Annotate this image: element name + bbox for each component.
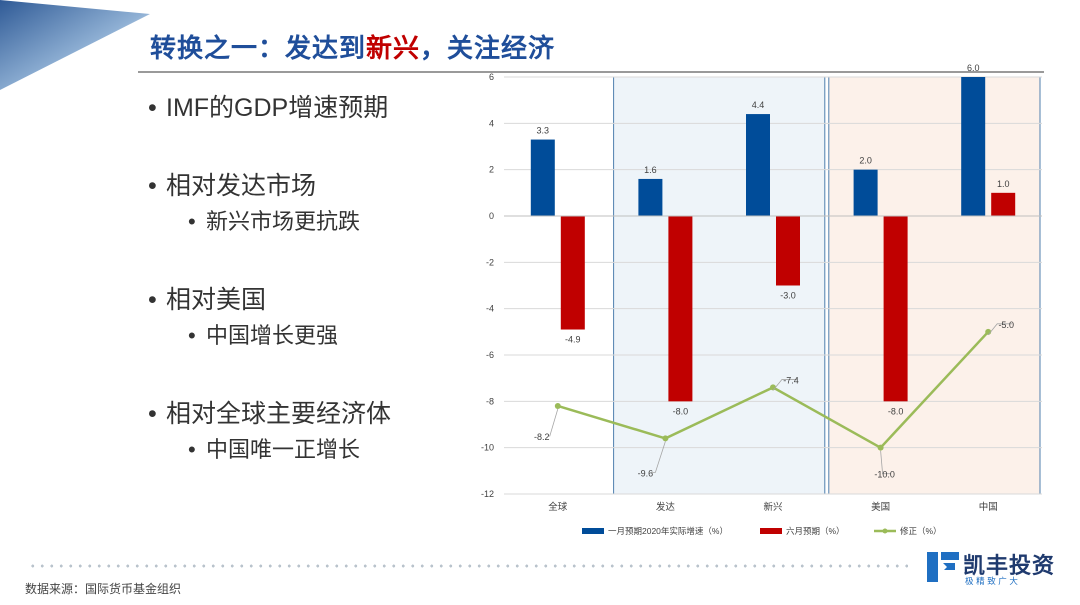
x-tick-label: 美国	[871, 501, 890, 513]
revision-leader	[987, 323, 1013, 336]
data-label-rev: -7.4	[783, 375, 799, 385]
y-tick-label: -2	[486, 257, 494, 267]
data-label-rev: -5.0	[998, 320, 1014, 330]
data-label-jan: 3.3	[537, 126, 550, 136]
y-tick-label: 2	[489, 165, 494, 175]
bullet-3-text: 相对美国	[166, 286, 267, 314]
logo-mark-icon	[927, 552, 959, 582]
data-label-jun: -3.0	[780, 291, 796, 301]
bar-jun-2	[668, 216, 693, 402]
bullet-2-sub-text: 新兴市场更抗跌	[206, 209, 361, 234]
bullet-3: • 相对美国	[148, 286, 267, 314]
data-label-rev: -10.0	[874, 470, 895, 480]
bar-jan-1	[530, 139, 555, 216]
bullet-2-sub: • 新兴市场更抗跌	[188, 209, 361, 234]
title-highlight: 新兴	[366, 33, 421, 63]
y-tick-label: -8	[486, 396, 494, 406]
bar-jun-5	[991, 192, 1016, 216]
title-part-2: ，关注经济	[420, 33, 556, 63]
bullet-4: • 相对全球主要经济体	[148, 400, 392, 428]
data-label-jan: 1.6	[644, 165, 657, 175]
title-part-1: 转换之一：发达到	[150, 33, 367, 63]
legend-label-1: 一月预期2020年实际增速（%）	[608, 526, 728, 536]
y-tick-label: -12	[481, 489, 494, 499]
data-label-jun: -4.9	[565, 335, 581, 345]
y-tick-label: 0	[489, 211, 494, 221]
legend-label-3: 修正（%）	[900, 526, 942, 536]
bullet-2: • 相对发达市场	[148, 172, 317, 200]
bullet-4-sub: • 中国唯一正增长	[188, 437, 361, 462]
data-label-rev: -9.6	[638, 468, 654, 478]
title-divider	[138, 71, 1044, 73]
legend-swatch-marker	[882, 528, 888, 534]
page-title: 转换之一：发达到新兴，关注经济	[150, 28, 555, 65]
bullet-4-text: 相对全球主要经济体	[166, 400, 392, 428]
x-tick-label: 新兴	[763, 501, 782, 513]
bullet-1: • IMF的GDP增速预期	[148, 94, 389, 122]
y-tick-label: -10	[481, 443, 494, 453]
data-source: 数据来源：国际货币基金组织	[25, 582, 182, 596]
data-label-rev: -8.2	[534, 432, 550, 442]
gdp-forecast-chart: 6 4 2 0 -2 -4 -6 -8 -10 -12 3.3 -4.9 1.6 -8.0 4.4 -3.0 2…	[481, 63, 1042, 536]
data-label-jan: 2.0	[859, 156, 872, 166]
x-tick-label: 中国	[979, 501, 998, 513]
legend-swatch-1	[582, 528, 604, 534]
bullet-2-text: 相对发达市场	[166, 172, 317, 200]
revision-point-4	[877, 444, 884, 451]
company-logo: 凯丰投资 极精致广大	[925, 548, 1054, 588]
bullet-1-text: IMF的GDP增速预期	[166, 94, 389, 122]
data-label-jun: -8.0	[888, 406, 904, 416]
data-label-jun: -8.0	[673, 406, 689, 416]
bar-jun-4	[883, 216, 908, 402]
y-tick-label: 4	[489, 118, 494, 128]
legend-label-2: 六月预期（%）	[786, 526, 845, 536]
data-label-jan: 4.4	[752, 100, 765, 110]
revision-point-2	[662, 435, 669, 442]
y-tick-label: -4	[486, 304, 494, 314]
bar-jun-3	[776, 216, 800, 286]
bullet-3-sub-text: 中国增长更强	[206, 323, 339, 348]
logo-name: 凯丰投资	[963, 553, 1056, 578]
x-tick-label: 发达	[656, 501, 676, 513]
data-label-jan: 6.0	[967, 63, 980, 73]
x-tick-label: 全球	[548, 501, 568, 513]
y-tick-label: 6	[489, 72, 494, 82]
bar-jun-1	[560, 216, 585, 330]
legend-swatch-2	[760, 528, 782, 534]
highlight-region-2	[828, 76, 1041, 495]
bar-jan-2	[638, 178, 663, 216]
bar-jan-3	[746, 114, 770, 216]
bullet-4-sub-text: 中国唯一正增长	[206, 437, 361, 462]
corner-decoration	[0, 0, 150, 90]
bar-jan-5	[961, 77, 986, 216]
revision-leader	[651, 441, 666, 473]
footer-dotted-divider	[28, 564, 908, 568]
revision-leader	[880, 450, 891, 475]
bar-jan-4	[853, 169, 878, 216]
logo-slogan: 极精致广大	[965, 576, 1021, 586]
data-label-jun: 1.0	[997, 179, 1010, 189]
revision-point-1	[554, 402, 561, 409]
bullet-3-sub: • 中国增长更强	[188, 323, 339, 348]
y-tick-label: -6	[486, 350, 494, 360]
revision-leader	[772, 379, 797, 391]
revision-leader	[547, 408, 559, 437]
